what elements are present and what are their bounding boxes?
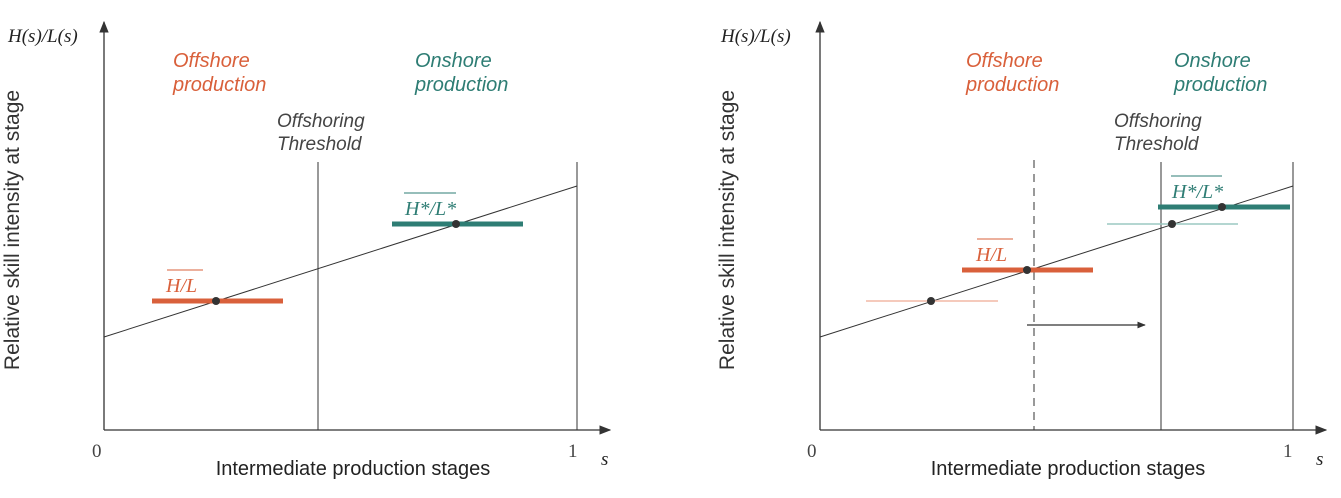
left-threshold-label-line2: Threshold [277,134,363,155]
left-onshore-ratio-label: H*/L* [404,198,456,220]
left-offshore-point [212,297,220,305]
left-threshold-label-line1: Offshoring [277,111,365,132]
left-y-axis-title: Relative skill intensity at stage [1,90,24,370]
right-y-axis-var: H(s)/L(s) [720,26,791,47]
right-onshore-label-line2: production [1173,74,1267,96]
left-y-axis-var: H(s)/L(s) [7,26,78,47]
right-offshore-label-line1: Offshore [966,50,1043,72]
left-offshore-label-line2: production [172,74,266,96]
right-tick-zero: 0 [807,441,817,462]
right-x-axis-title: Intermediate production stages [931,458,1206,480]
left-tick-one: 1 [568,441,578,462]
right-panel: H(s)/L(s) Relative skill intensity at st… [716,20,1328,480]
left-x-axis-var: s [601,449,608,470]
left-skill-intensity-line [103,185,578,338]
left-onshore-label-line1: Onshore [415,50,492,72]
right-threshold-label-line1: Offshoring [1114,111,1202,132]
right-onshore-point [1218,203,1226,211]
left-offshore-label-line1: Offshore [173,50,250,72]
right-y-axis-title: Relative skill intensity at stage [716,90,739,370]
left-onshore-point [452,220,460,228]
left-offshore-ratio-label: H/L [165,275,197,297]
right-x-axis-var: s [1316,449,1323,470]
right-onshore-ratio-label: H*/L* [1171,181,1223,203]
right-offshore-point [1023,266,1031,274]
left-x-axis-title: Intermediate production stages [216,458,491,480]
right-tick-one: 1 [1283,441,1293,462]
right-skill-intensity-line [819,185,1294,338]
right-threshold-label-line2: Threshold [1114,134,1200,155]
right-offshore-label-line2: production [965,74,1059,96]
left-onshore-label-line2: production [414,74,508,96]
right-old-offshore-point [927,297,935,305]
left-panel: H(s)/L(s) Relative skill intensity at st… [1,20,612,480]
right-old-onshore-point [1168,220,1176,228]
right-onshore-label-line1: Onshore [1174,50,1251,72]
right-offshore-ratio-label: H/L [975,244,1007,266]
left-tick-zero: 0 [92,441,102,462]
